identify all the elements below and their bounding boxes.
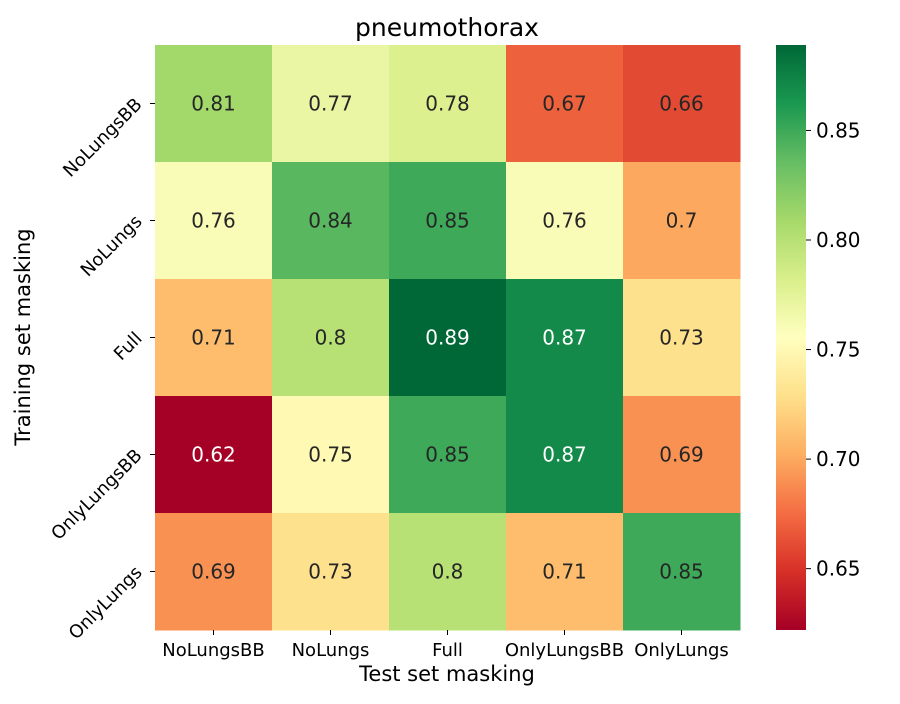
cell-value-label: 0.69	[191, 560, 236, 584]
x-tick-label: Full	[432, 640, 463, 661]
heatmap-cell	[272, 45, 390, 163]
heatmap-cell	[272, 513, 390, 631]
x-axis: NoLungsBB NoLungs Full OnlyLungsBB OnlyLungs	[162, 630, 729, 661]
heatmap-cell	[389, 513, 507, 631]
cell-value-label: 0.69	[659, 443, 704, 467]
cell-value-label: 0.85	[425, 443, 470, 467]
cell-value-label: 0.78	[425, 92, 470, 116]
chart-title: pneumothorax	[355, 13, 539, 42]
heatmap-cell	[389, 45, 507, 163]
heatmap-cell	[506, 279, 624, 397]
colorbar-tick-label: 0.85	[816, 118, 861, 142]
cell-value-label: 0.85	[425, 209, 470, 233]
cell-value-label: 0.85	[659, 560, 704, 584]
heatmap-cell	[272, 162, 390, 280]
cell-value-label: 0.62	[191, 443, 236, 467]
heatmap-cell	[155, 396, 273, 514]
y-axis: NoLungsBB NoLungs Full OnlyLungsBB OnlyLungs	[47, 94, 155, 644]
heatmap-cell	[506, 396, 624, 514]
cell-value-label: 0.7	[666, 209, 698, 233]
x-axis-label: Test set masking	[358, 662, 535, 686]
heatmap-cell	[623, 45, 741, 163]
heatmap-cell	[389, 279, 507, 397]
cell-value-label: 0.66	[659, 92, 704, 116]
y-tick-label: OnlyLungs	[65, 562, 147, 644]
heatmap-cell	[623, 279, 741, 397]
colorbar: 0.65 0.70 0.75 0.80 0.85	[776, 45, 861, 630]
heatmap-cell	[623, 396, 741, 514]
colorbar-tick-label: 0.80	[816, 228, 861, 252]
colorbar-bar	[776, 45, 806, 630]
cell-value-label: 0.73	[308, 560, 353, 584]
cell-value-label: 0.76	[542, 209, 587, 233]
cell-value-label: 0.73	[659, 326, 704, 350]
heatmap-cell	[506, 513, 624, 631]
cell-value-label: 0.76	[191, 209, 236, 233]
cell-value-label: 0.67	[542, 92, 587, 116]
colorbar-tick-label: 0.65	[816, 557, 861, 581]
x-tick-label: OnlyLungs	[634, 640, 729, 661]
x-tick-label: OnlyLungsBB	[505, 640, 624, 661]
heatmap-cell	[155, 162, 273, 280]
y-tick-label: NoLungsBB	[59, 94, 146, 181]
heatmap-cell	[623, 513, 741, 631]
colorbar-tick-label: 0.70	[816, 447, 861, 471]
cell-value-label: 0.87	[542, 443, 587, 467]
cell-value-label: 0.71	[191, 326, 236, 350]
y-tick-label: OnlyLungsBB	[47, 445, 146, 544]
cell-value-label: 0.71	[542, 560, 587, 584]
heatmap-cell	[389, 396, 507, 514]
x-tick-label: NoLungsBB	[162, 640, 265, 661]
heatmap-cell	[155, 45, 273, 163]
heatmap-cell	[389, 162, 507, 280]
x-tick-label: NoLungs	[292, 640, 370, 661]
cell-value-label: 0.81	[191, 92, 236, 116]
cell-value-label: 0.87	[542, 326, 587, 350]
y-tick-label: Full	[110, 328, 147, 365]
heatmap-cell	[506, 162, 624, 280]
cell-value-label: 0.77	[308, 92, 353, 116]
colorbar-tick-label: 0.75	[816, 338, 861, 362]
cell-value-label: 0.89	[425, 326, 470, 350]
cell-value-label: 0.84	[308, 209, 353, 233]
cell-value-label: 0.8	[432, 560, 464, 584]
heatmap-cell	[155, 279, 273, 397]
heatmap-cell	[506, 45, 624, 163]
heatmap-cell	[623, 162, 741, 280]
y-axis-label: Training set masking	[11, 228, 35, 446]
heatmap-cell	[272, 279, 390, 397]
heatmap-cell	[155, 513, 273, 631]
cell-value-label: 0.8	[315, 326, 347, 350]
cell-value-label: 0.75	[308, 443, 353, 467]
heatmap-cell	[272, 396, 390, 514]
y-tick-label: NoLungs	[77, 211, 147, 281]
heatmap-cells: 0.81 0.77 0.78 0.67 0.66 0.76 0.84 0.85 0.76 0.7 0…	[155, 45, 741, 631]
